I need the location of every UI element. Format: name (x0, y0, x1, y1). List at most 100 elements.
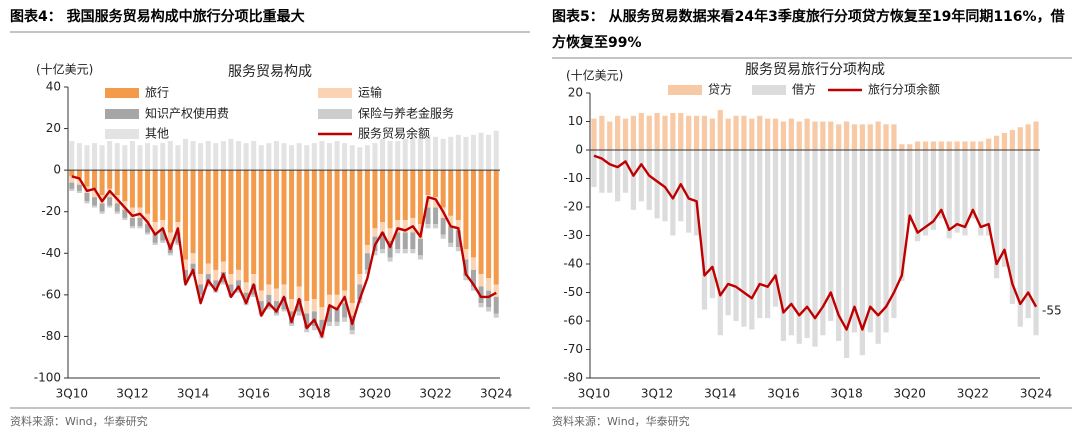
bar (167, 170, 173, 233)
bar (205, 141, 211, 171)
bar (289, 323, 295, 327)
bar (69, 141, 75, 171)
bar (701, 150, 708, 310)
bar (638, 112, 644, 150)
bar (258, 170, 264, 291)
bar (92, 188, 98, 198)
bar (296, 299, 302, 312)
x-tick-label: 3Q20 (359, 387, 391, 401)
bar (281, 309, 287, 312)
bar (1025, 124, 1031, 150)
legend-swatch (318, 88, 352, 98)
bar (717, 150, 723, 336)
bar (289, 299, 295, 312)
bar (228, 274, 234, 285)
bar (334, 307, 340, 322)
legend-swatch (105, 109, 139, 119)
bar (463, 249, 469, 260)
bar (319, 141, 325, 171)
x-tick-label: 3Q10 (56, 387, 88, 401)
bar (380, 222, 386, 233)
bar (478, 274, 484, 287)
axis-unit: (十亿美元) (566, 68, 623, 83)
bar (372, 170, 378, 229)
bar (486, 278, 492, 291)
data-label: -55 (1042, 303, 1062, 317)
bar (883, 150, 889, 333)
bar (326, 143, 332, 171)
bar (433, 207, 439, 225)
bar (915, 150, 921, 242)
bar (304, 313, 310, 329)
bar (198, 294, 204, 297)
bar (440, 170, 446, 208)
bar (962, 150, 968, 236)
bar (455, 247, 461, 252)
bar (954, 141, 960, 150)
bar (395, 232, 401, 250)
bar (478, 132, 484, 171)
bar (440, 217, 446, 235)
bar (258, 145, 264, 171)
bar (899, 150, 905, 282)
bar (160, 143, 166, 171)
bar (114, 211, 120, 214)
bar (213, 170, 219, 270)
bar (463, 276, 469, 281)
bar (380, 232, 386, 250)
bar (220, 170, 226, 262)
bar (236, 269, 242, 281)
bar (122, 201, 128, 210)
legend-swatch (668, 85, 702, 95)
y-tick-label: -10 (563, 171, 583, 185)
y-tick-label: -70 (563, 342, 583, 356)
bar (129, 141, 135, 171)
bar (342, 317, 348, 322)
bar (387, 240, 393, 258)
bar (725, 150, 731, 316)
bar (638, 150, 644, 202)
bar (1017, 127, 1023, 150)
bar (296, 286, 302, 300)
figure-caption: 图表5： 从服务贸易数据来看24年3季度旅行分项贷方恢复至19年同期116%，借… (552, 9, 1065, 51)
bar (478, 170, 484, 275)
bar (304, 328, 310, 333)
bar (236, 290, 242, 293)
bar (448, 242, 454, 248)
bar (486, 170, 492, 279)
bar (804, 118, 810, 150)
bar (686, 115, 692, 150)
bar (160, 230, 166, 241)
bar (99, 203, 105, 212)
bar (342, 170, 348, 291)
bar (311, 170, 317, 300)
bar (749, 150, 755, 330)
bar (591, 118, 597, 150)
bar (76, 143, 82, 171)
bar (205, 263, 211, 275)
bar (493, 130, 499, 171)
bar (364, 145, 370, 171)
bar (591, 150, 597, 188)
bar (205, 284, 211, 287)
bar (357, 170, 363, 275)
chart-title: 服务贸易旅行分项构成 (745, 62, 885, 78)
bar (607, 121, 613, 150)
bar (448, 170, 454, 216)
bar (273, 170, 279, 289)
bar (175, 242, 181, 245)
bar (804, 150, 810, 339)
bar (107, 197, 113, 206)
bar (152, 145, 158, 171)
bar (273, 301, 279, 314)
bar (326, 294, 332, 308)
bar (922, 141, 929, 150)
bar (757, 150, 763, 319)
bar (92, 170, 98, 189)
bar (812, 121, 818, 150)
bar (1009, 150, 1015, 304)
bar (266, 170, 272, 285)
bar (836, 150, 842, 341)
bar (251, 294, 257, 297)
bar (867, 124, 873, 150)
